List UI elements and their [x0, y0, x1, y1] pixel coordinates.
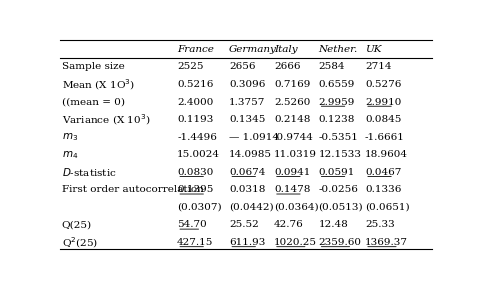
Text: 2.4000: 2.4000	[177, 98, 214, 106]
Text: 2666: 2666	[274, 62, 300, 71]
Text: 11.0319: 11.0319	[274, 150, 317, 159]
Text: 42.76: 42.76	[274, 220, 304, 230]
Text: 2.9910: 2.9910	[365, 98, 401, 106]
Text: 0.0467: 0.0467	[365, 168, 401, 177]
Text: -0.0256: -0.0256	[319, 185, 359, 194]
Text: $m_3$: $m_3$	[62, 131, 78, 143]
Text: (0.0651): (0.0651)	[365, 203, 409, 212]
Text: 2584: 2584	[319, 62, 345, 71]
Text: 2359.60: 2359.60	[319, 238, 361, 247]
Text: 25.52: 25.52	[229, 220, 259, 230]
Text: 0.3096: 0.3096	[229, 80, 265, 89]
Text: 0.2148: 0.2148	[274, 115, 310, 124]
Text: Mean (X 1O$^3$): Mean (X 1O$^3$)	[62, 77, 135, 92]
Text: 15.0024: 15.0024	[177, 150, 220, 159]
Text: $D$-statistic: $D$-statistic	[62, 166, 117, 178]
Text: 0.7169: 0.7169	[274, 80, 310, 89]
Text: 0.5216: 0.5216	[177, 80, 214, 89]
Text: 0.6559: 0.6559	[319, 80, 355, 89]
Text: 0.1238: 0.1238	[319, 115, 355, 124]
Text: 1020.25: 1020.25	[274, 238, 317, 247]
Text: 0.0845: 0.0845	[365, 115, 401, 124]
Text: 0.1193: 0.1193	[177, 115, 214, 124]
Text: 0.0674: 0.0674	[229, 168, 265, 177]
Text: UK: UK	[365, 45, 382, 54]
Text: -0.5351: -0.5351	[319, 133, 359, 142]
Text: 18.9604: 18.9604	[365, 150, 408, 159]
Text: 0.1395: 0.1395	[177, 185, 214, 194]
Text: 2525: 2525	[177, 62, 204, 71]
Text: 2.9959: 2.9959	[319, 98, 355, 106]
Text: 2714: 2714	[365, 62, 392, 71]
Text: 54.70: 54.70	[177, 220, 207, 230]
Text: -0.9744: -0.9744	[274, 133, 314, 142]
Text: 2.5260: 2.5260	[274, 98, 310, 106]
Text: 2656: 2656	[229, 62, 256, 71]
Text: 0.5276: 0.5276	[365, 80, 401, 89]
Text: Nether.: Nether.	[319, 45, 358, 54]
Text: Q(25): Q(25)	[62, 220, 92, 230]
Text: 0.0830: 0.0830	[177, 168, 214, 177]
Text: Variance (X 10$^3$): Variance (X 10$^3$)	[62, 112, 150, 127]
Text: 0.0941: 0.0941	[274, 168, 310, 177]
Text: Italy: Italy	[274, 45, 298, 54]
Text: ((mean = 0): ((mean = 0)	[62, 98, 125, 106]
Text: First order autocorrelation: First order autocorrelation	[62, 185, 204, 194]
Text: 1.3757: 1.3757	[229, 98, 265, 106]
Text: 0.1478: 0.1478	[274, 185, 310, 194]
Text: 0.0591: 0.0591	[319, 168, 355, 177]
Text: (0.0307): (0.0307)	[177, 203, 222, 212]
Text: 0.1336: 0.1336	[365, 185, 401, 194]
Text: — 1.0914: — 1.0914	[229, 133, 279, 142]
Text: (0.0513): (0.0513)	[319, 203, 363, 212]
Text: 12.1533: 12.1533	[319, 150, 361, 159]
Text: 14.0985: 14.0985	[229, 150, 272, 159]
Text: 0.0318: 0.0318	[229, 185, 265, 194]
Text: 427.15: 427.15	[177, 238, 214, 247]
Text: 611.93: 611.93	[229, 238, 265, 247]
Text: Germany: Germany	[229, 45, 277, 54]
Text: -1.4496: -1.4496	[177, 133, 217, 142]
Text: (0.0442): (0.0442)	[229, 203, 274, 212]
Text: Sample size: Sample size	[62, 62, 125, 71]
Text: 0.1345: 0.1345	[229, 115, 265, 124]
Text: France: France	[177, 45, 214, 54]
Text: 1369.37: 1369.37	[365, 238, 408, 247]
Text: -1.6661: -1.6661	[365, 133, 405, 142]
Text: $m_4$: $m_4$	[62, 149, 78, 161]
Text: 25.33: 25.33	[365, 220, 395, 230]
Text: Q$^2$(25): Q$^2$(25)	[62, 235, 98, 250]
Text: 12.48: 12.48	[319, 220, 348, 230]
Text: (0.0364): (0.0364)	[274, 203, 319, 212]
